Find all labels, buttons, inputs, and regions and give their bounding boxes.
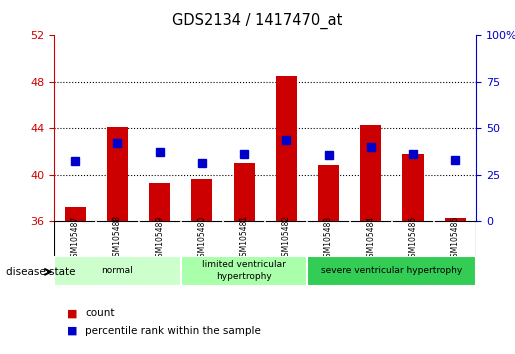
Text: disease state: disease state [6,267,76,277]
Text: severe ventricular hypertrophy: severe ventricular hypertrophy [321,266,462,275]
Text: GSM105486: GSM105486 [451,215,460,262]
Text: GDS2134 / 1417470_at: GDS2134 / 1417470_at [173,12,342,29]
Text: ■: ■ [67,308,77,318]
Text: ■: ■ [67,326,77,336]
Bar [233,163,254,221]
Bar [181,256,307,286]
Text: percentile rank within the sample: percentile rank within the sample [85,326,261,336]
Text: GSM105489: GSM105489 [155,215,164,262]
Bar [64,207,85,221]
Bar [54,256,181,286]
Text: GSM105484: GSM105484 [366,215,375,262]
Text: GSM105481: GSM105481 [239,215,249,262]
Text: GSM105487: GSM105487 [71,215,80,262]
Text: limited ventricular
hypertrophy: limited ventricular hypertrophy [202,261,286,281]
Bar [107,127,128,221]
Bar [444,218,466,221]
Text: GSM105488: GSM105488 [113,215,122,262]
Bar [149,183,170,221]
Text: GSM105483: GSM105483 [324,215,333,262]
Bar [318,166,339,221]
Text: count: count [85,308,114,318]
Text: normal: normal [101,266,133,275]
Bar [191,179,212,221]
Bar [276,76,297,221]
Bar [402,154,423,221]
Text: GSM105485: GSM105485 [408,215,418,262]
Bar [360,125,381,221]
Text: GSM105482: GSM105482 [282,215,291,262]
Text: GSM105480: GSM105480 [197,215,207,262]
Bar [307,256,476,286]
